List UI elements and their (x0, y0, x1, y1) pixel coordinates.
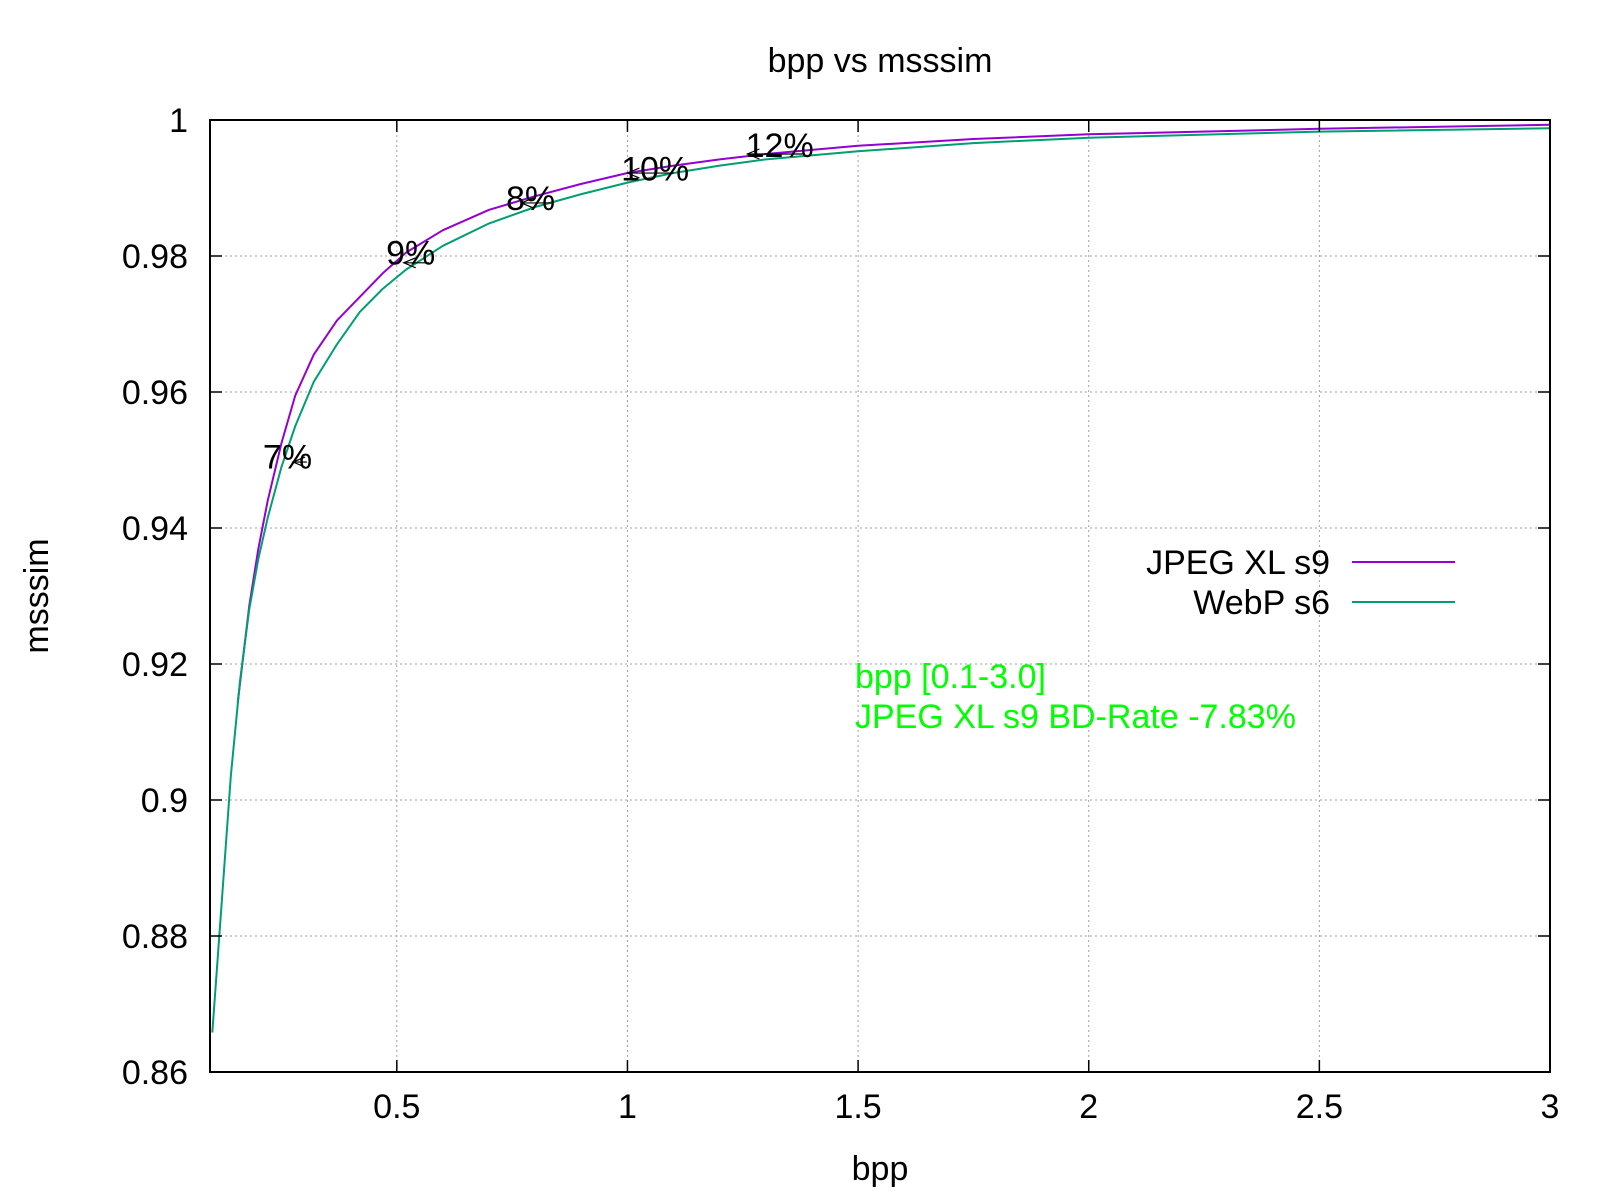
x-tick-label: 1.5 (834, 1088, 881, 1126)
annotation-arrowhead (402, 257, 416, 269)
y-tick-label: 0.96 (122, 374, 188, 412)
y-tick-label: 0.98 (122, 238, 188, 276)
chart-title: bpp vs msssim (768, 42, 993, 80)
series-line-webp-s6 (211, 127, 1551, 1033)
grid-lines (210, 120, 1550, 1072)
x-tick-label: 0.5 (373, 1088, 420, 1126)
annotation-arrowhead (291, 456, 306, 468)
annotation-label: 12% (746, 127, 814, 165)
x-tick-label: 2.5 (1296, 1088, 1343, 1126)
y-tick-label: 0.9 (141, 782, 188, 820)
series-line-jpeg-xl-s9 (236, 123, 1551, 703)
y-tick-label: 0.94 (122, 510, 188, 548)
plot-frame (209, 119, 1551, 1073)
annotation-label: 9% (386, 235, 435, 273)
legend-label: JPEG XL s9 (1146, 544, 1330, 582)
info-line: JPEG XL s9 BD-Rate -7.83% (855, 698, 1296, 736)
annotation-label: 8% (506, 180, 555, 218)
annotation-arrowhead (519, 197, 534, 209)
x-axis-label: bpp (852, 1150, 909, 1188)
y-tick-label: 0.92 (122, 646, 188, 684)
info-box: bpp [0.1-3.0]JPEG XL s9 BD-Rate -7.83% (855, 658, 1296, 736)
y-axis-label: msssim (18, 538, 56, 653)
tick-labels: 0.5 1 1.5 2 2.5 3 0.86 0.88 0.9 0.92 0.94 0.96 0.98 1 (122, 102, 1560, 1126)
y-tick-label: 0.88 (122, 918, 188, 956)
annotation-label: 10% (621, 150, 689, 188)
y-tick-label: 1 (169, 102, 188, 140)
tick-marks (210, 119, 1551, 1073)
x-tick-label: 1 (618, 1088, 637, 1126)
annotations: 7% 9% 8% 10% 12% (263, 127, 814, 476)
legend-label: WebP s6 (1193, 584, 1330, 622)
plot-series (211, 123, 1551, 1033)
annotation-arrowhead (745, 148, 760, 160)
x-tick-label: 3 (1541, 1088, 1560, 1126)
info-line: bpp [0.1-3.0] (855, 658, 1046, 696)
annotation-label: 7% (263, 439, 312, 477)
y-tick-label: 0.86 (122, 1054, 188, 1092)
x-tick-label: 2 (1079, 1088, 1098, 1126)
annotation-arrowhead (625, 167, 640, 179)
